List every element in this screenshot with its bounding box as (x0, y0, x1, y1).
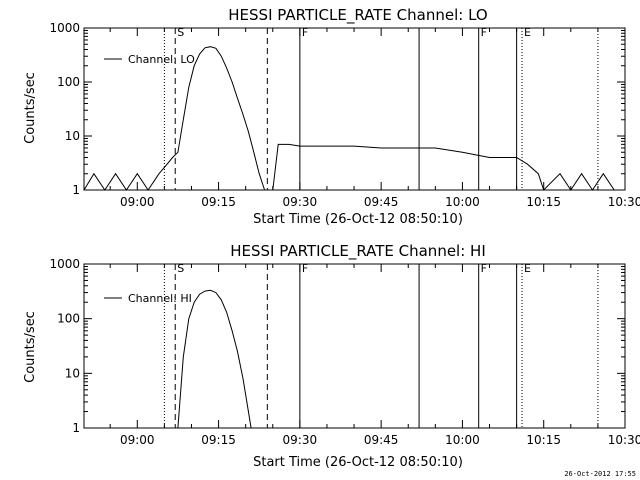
legend-label: Channel: LO (128, 53, 195, 66)
series-line (177, 289, 252, 429)
plot-area: 1 10 100 1000 09:00 09:15 09:30 09:45 10:00 10:15… (49, 257, 640, 447)
x-tick-label: 10:00 (445, 195, 480, 209)
y-axis-label: Counts/sec (23, 72, 38, 144)
x-tick-label: 10:15 (526, 195, 561, 209)
panel-lo: HESSI PARTICLE_RATE Channel: LO Start Ti… (23, 6, 640, 227)
chart-title: HESSI PARTICLE_RATE Channel: LO (228, 6, 487, 25)
plot-area: 1 10 100 1000 09:00 09:15 09:30 09:45 10:00 10:15… (49, 21, 640, 209)
x-tick-label: 09:00 (120, 195, 155, 209)
x-tick-label: 09:45 (364, 195, 399, 209)
x-tick-label: 10:00 (445, 433, 480, 447)
y-axis-label: Counts/sec (23, 311, 38, 383)
event-marker-label: F (302, 26, 308, 39)
series-line (83, 46, 615, 191)
x-tick-label: 09:30 (283, 195, 318, 209)
y-tick-label: 100 (57, 75, 80, 89)
event-marker-label: F (481, 262, 487, 275)
x-tick-label: 10:30 (608, 195, 640, 209)
x-axis-label: Start Time (26-Oct-12 08:50:10) (253, 212, 463, 227)
event-marker-label: S (177, 262, 184, 275)
chart-title: HESSI PARTICLE_RATE Channel: HI (230, 242, 486, 261)
y-tick-label: 1 (72, 183, 80, 197)
event-marker-label: F (481, 26, 487, 39)
footer-timestamp: 26-Oct-2012 17:55 (564, 470, 636, 478)
x-tick-label: 09:15 (201, 195, 236, 209)
event-marker-label: F (302, 262, 308, 275)
y-tick-label: 10 (65, 129, 80, 143)
event-marker-label: S (177, 26, 184, 39)
panel-hi: HESSI PARTICLE_RATE Channel: HI Start Ti… (23, 242, 640, 470)
x-axis-label: Start Time (26-Oct-12 08:50:10) (253, 455, 463, 470)
x-tick-label: 09:45 (364, 433, 399, 447)
x-tick-label: 10:15 (526, 433, 561, 447)
x-tick-label: 09:00 (120, 433, 155, 447)
y-tick-label: 1000 (49, 257, 80, 271)
x-tick-label: 09:30 (283, 433, 318, 447)
x-tick-label: 10:30 (608, 433, 640, 447)
y-tick-label: 1000 (49, 21, 80, 35)
legend-label: Channel: HI (128, 292, 192, 305)
y-tick-label: 1 (72, 421, 80, 435)
event-marker-label: E (524, 262, 531, 275)
y-tick-label: 10 (65, 366, 80, 380)
event-marker-label: E (524, 26, 531, 39)
x-tick-label: 09:15 (201, 433, 236, 447)
y-tick-label: 100 (57, 312, 80, 326)
